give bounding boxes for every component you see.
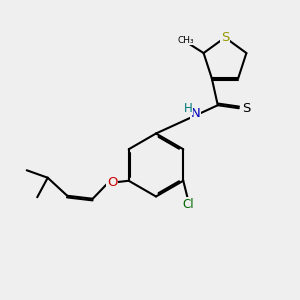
Text: S: S xyxy=(221,31,229,44)
Text: O: O xyxy=(107,176,118,189)
Text: CH₃: CH₃ xyxy=(177,36,194,45)
Text: S: S xyxy=(242,102,251,115)
Text: Cl: Cl xyxy=(182,198,194,211)
Text: H: H xyxy=(183,102,192,115)
Text: N: N xyxy=(191,107,201,120)
